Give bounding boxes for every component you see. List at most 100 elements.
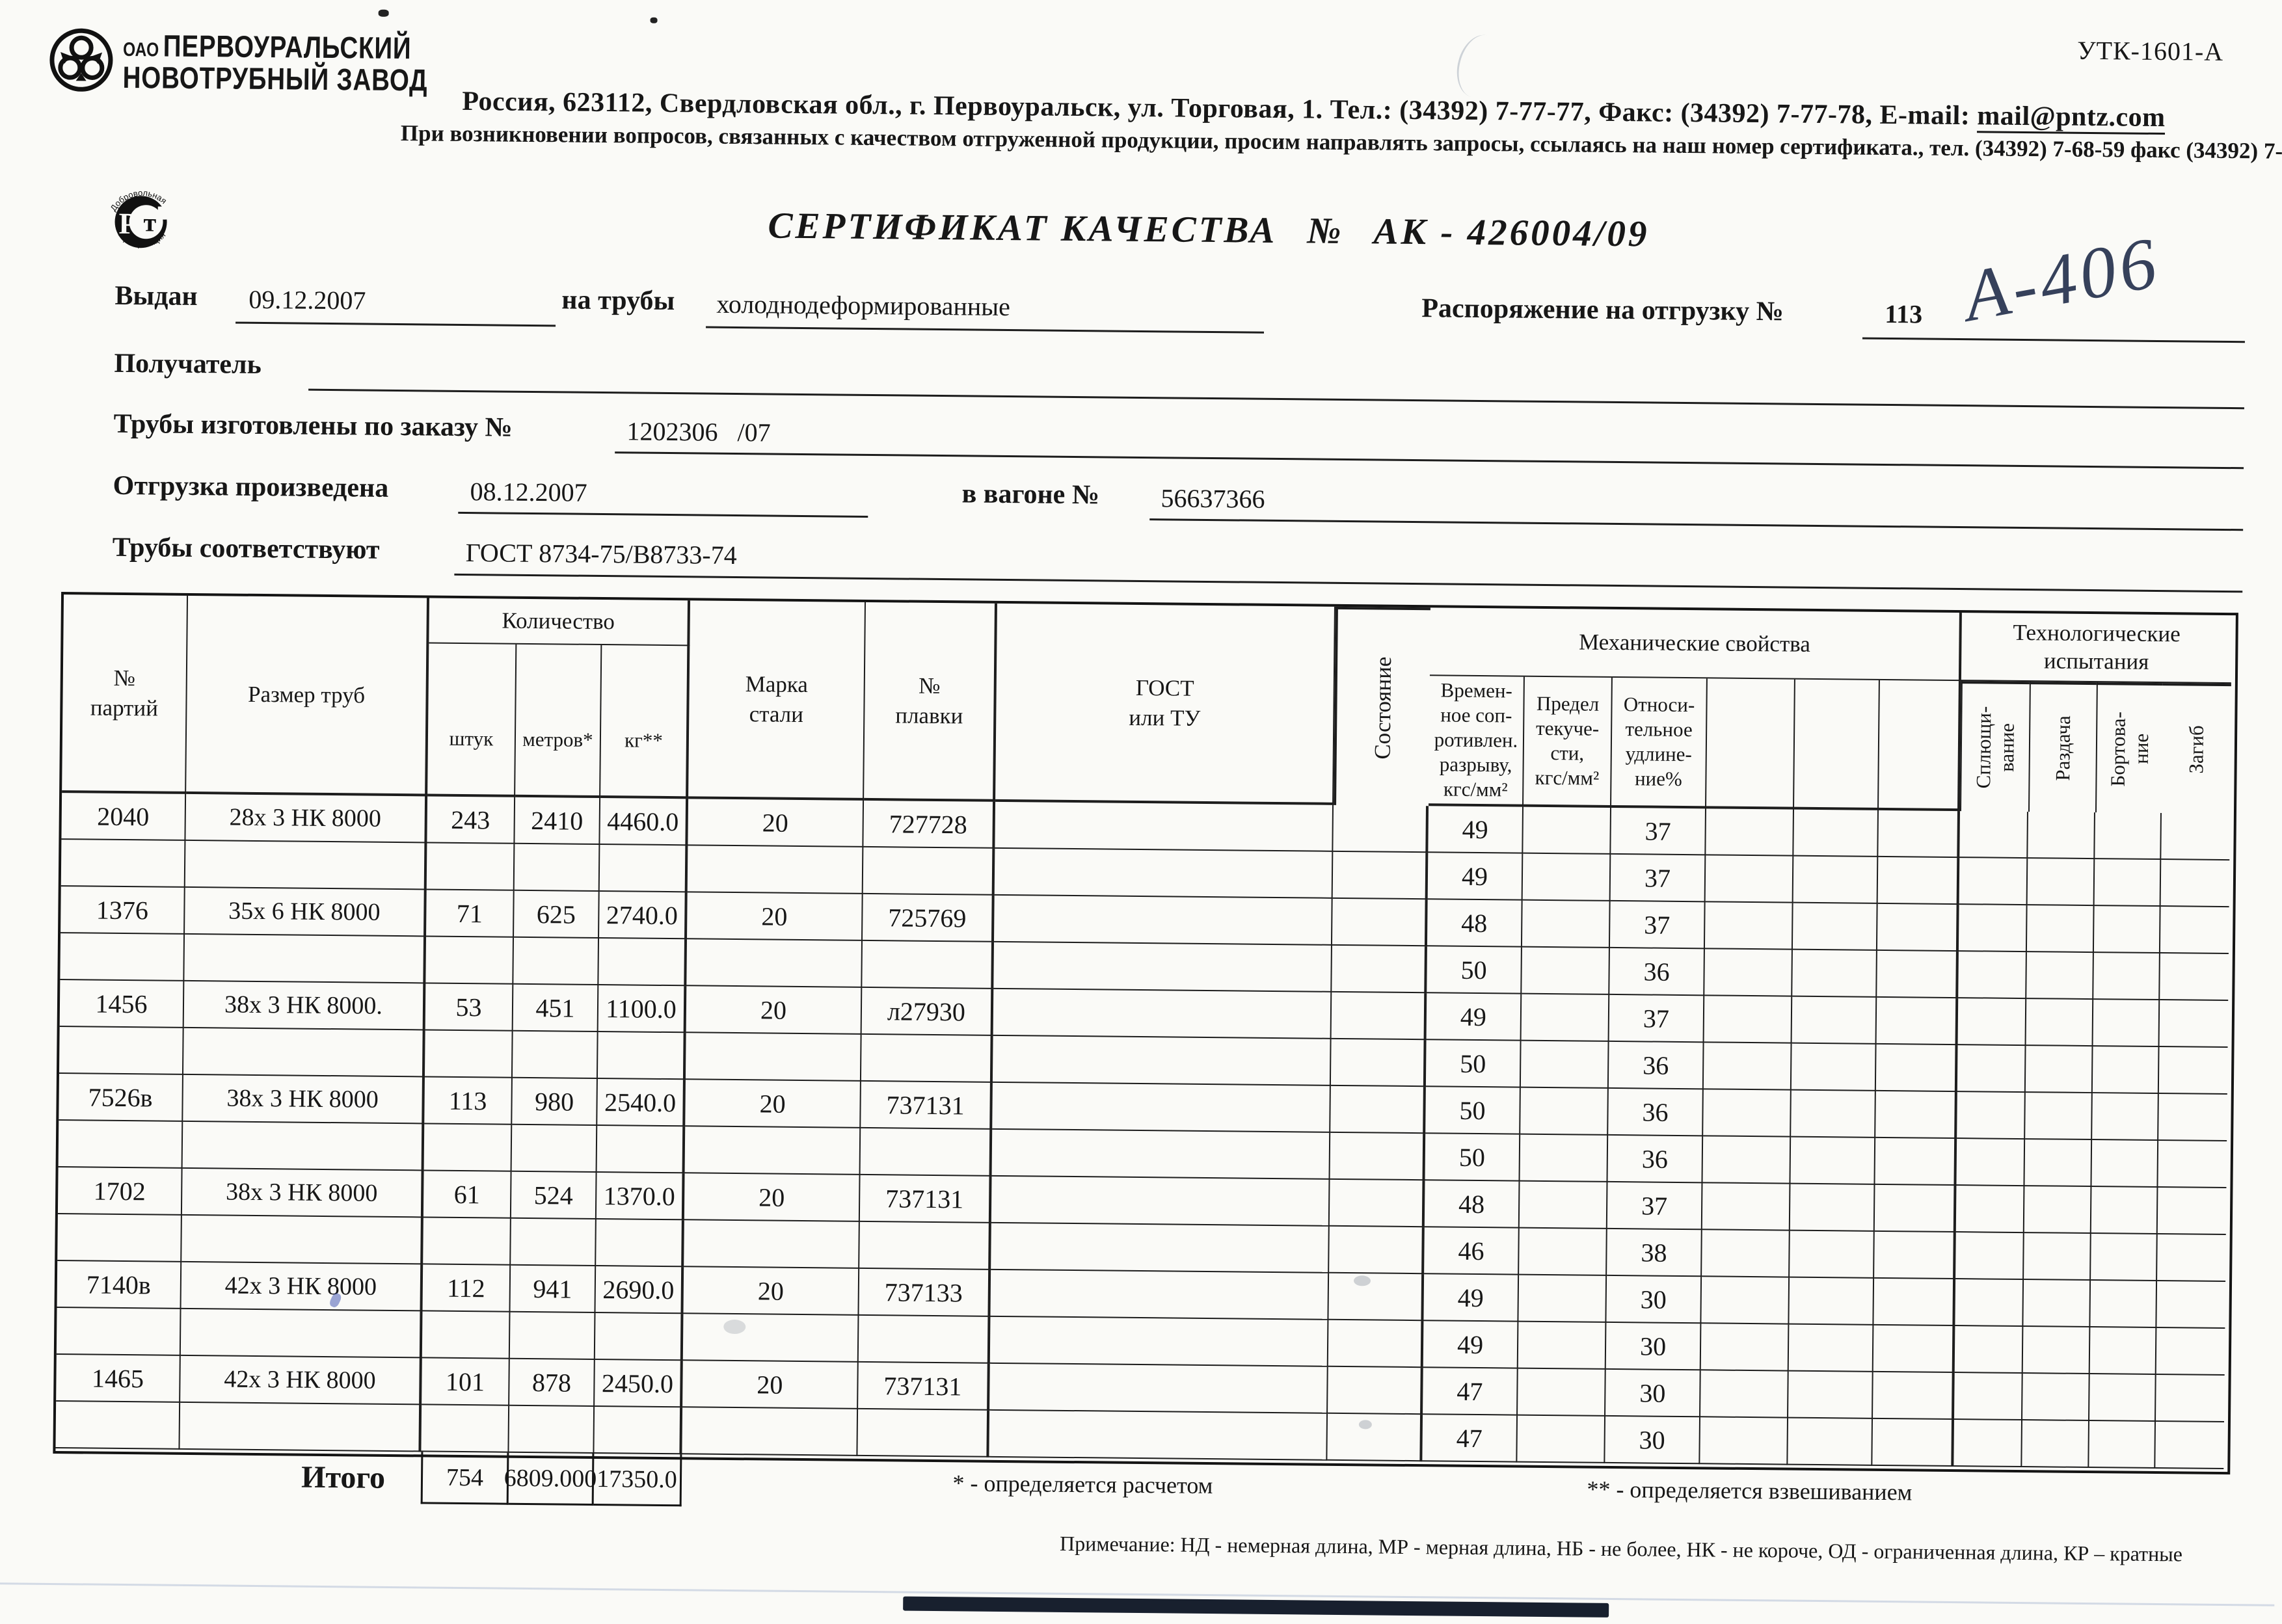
- factory-logo-icon: [49, 28, 113, 92]
- cell-pieces: 53: [425, 983, 514, 1032]
- cell-empty: [597, 1032, 686, 1080]
- cell-empty: [1330, 1132, 1426, 1181]
- col-header-rupture: Времен- ное соп- ротивлен. разрыву, кгс/…: [1429, 676, 1525, 807]
- cell-empty: [423, 1218, 511, 1266]
- cell-empty: [989, 1410, 1328, 1461]
- cell-empty: [60, 840, 186, 888]
- cell-empty: [2093, 906, 2161, 954]
- cell-empty: [1702, 1136, 1792, 1184]
- cell-empty: [1704, 902, 1793, 950]
- cell-empty: [1518, 1275, 1607, 1323]
- cell-empty: [1792, 996, 1877, 1045]
- cell-empty: [2089, 1421, 2156, 1469]
- certificate-table: № партий Размер труб Количество штук мет…: [55, 594, 2232, 1521]
- cell-empty: [1331, 992, 1427, 1041]
- cell-empty: [183, 1028, 425, 1078]
- cell-empty: [1955, 1279, 2024, 1327]
- totals-label: Итого: [301, 1459, 386, 1495]
- cell-empty: [1522, 947, 1610, 995]
- totals-meters: 6809.000: [504, 1452, 597, 1506]
- cell-empty: [861, 1034, 993, 1083]
- cell-empty: [511, 1125, 598, 1173]
- issued-label: Выдан: [114, 280, 198, 312]
- cell-empty: [1328, 1320, 1424, 1368]
- col-header-gost: ГОСТ или ТУ: [995, 603, 1336, 805]
- cell-pieces: 71: [426, 890, 515, 938]
- cell-batch-no: 7526в: [59, 1074, 183, 1122]
- cell-empty: [2026, 905, 2095, 953]
- cell-empty: [991, 1129, 1331, 1180]
- cell-elongation: 37: [1609, 994, 1705, 1043]
- cell-melt-no: 737131: [859, 1175, 992, 1223]
- cell-elongation: 30: [1605, 1416, 1701, 1465]
- cell-empty: [1788, 1371, 1873, 1419]
- cell-empty: [514, 844, 600, 892]
- cell-empty: [596, 1219, 684, 1268]
- cell-empty: [995, 801, 1334, 852]
- cell-empty: [1793, 856, 1879, 904]
- cell-empty: [1957, 1045, 2026, 1093]
- cell-empty: [181, 1215, 423, 1265]
- cell-pieces: 112: [422, 1264, 511, 1312]
- svg-text:Р: Р: [118, 207, 137, 240]
- cell-empty: [992, 1035, 1332, 1086]
- cell-empty: [2027, 859, 2095, 907]
- cell-melt-no: л27930: [861, 987, 994, 1036]
- cell-empty: [180, 1309, 423, 1359]
- cell-elongation: 30: [1605, 1369, 1701, 1418]
- cell-elongation: 37: [1611, 807, 1707, 856]
- cell-empty: [2093, 1000, 2160, 1048]
- cell-batch-no: 2040: [61, 793, 187, 841]
- cell-empty: [1700, 1370, 1789, 1418]
- cell-empty: [1789, 1277, 1875, 1325]
- cell-pieces: 101: [422, 1358, 510, 1406]
- cell-empty: [2022, 1327, 2091, 1375]
- cell-empty: [1329, 1226, 1425, 1275]
- cell-empty: [1328, 1366, 1423, 1415]
- cell-rupture: 49: [1423, 1274, 1520, 1322]
- cell-empty: [862, 940, 994, 989]
- cell-empty: [685, 1033, 862, 1082]
- cell-empty: [2024, 1186, 2092, 1234]
- scan-smudge: [1358, 1420, 1372, 1430]
- cell-empty: [1958, 952, 2027, 1000]
- totals-kg: 17350.0: [593, 1453, 682, 1507]
- cell-batch-no: 1702: [57, 1167, 183, 1216]
- cell-empty: [858, 1315, 991, 1364]
- cell-pieces: 61: [423, 1171, 512, 1219]
- cell-empty: [1877, 903, 1959, 952]
- cell-empty: [1790, 1137, 1876, 1185]
- cell-empty: [1703, 1043, 1792, 1091]
- cell-meters: 524: [511, 1171, 597, 1219]
- cell-melt-no: 737131: [861, 1081, 993, 1130]
- cell-empty: [2156, 1328, 2225, 1376]
- cell-meters: 451: [513, 984, 599, 1033]
- cell-empty: [993, 942, 1332, 992]
- cell-empty: [1705, 855, 1794, 903]
- cell-empty: [684, 1126, 861, 1175]
- cell-empty: [2023, 1280, 2091, 1328]
- cell-empty: [1702, 1230, 1790, 1278]
- cell-rupture: 49: [1428, 806, 1524, 854]
- cell-empty: [682, 1314, 859, 1363]
- shipping-order-value: 113: [1885, 299, 1923, 329]
- cell-empty: [1700, 1324, 1790, 1372]
- cell-pieces: 243: [427, 796, 516, 844]
- footnote-double-star: ** - определяется взвешиванием: [1587, 1476, 1913, 1506]
- cell-empty: [2155, 1375, 2225, 1423]
- cell-empty: [989, 1363, 1328, 1414]
- cell-empty: [426, 843, 515, 891]
- cell-empty: [1957, 998, 2027, 1046]
- cell-batch-no: 1465: [56, 1355, 181, 1403]
- certificate-title: СЕРТИФИКАТ КАЧЕСТВА № АК - 426004/09: [768, 204, 1650, 255]
- cell-kg: 2690.0: [595, 1266, 684, 1314]
- cell-empty: [1332, 945, 1427, 994]
- cell-meters: 980: [512, 1078, 598, 1126]
- cell-meters: 2410: [515, 797, 601, 845]
- underline: [706, 326, 1265, 334]
- cell-empty: [992, 1082, 1331, 1133]
- cell-empty: [859, 1221, 991, 1270]
- title-number: АК - 426004/09: [1373, 211, 1650, 255]
- cell-empty: [1954, 1326, 2024, 1374]
- cell-empty: [2090, 1281, 2158, 1329]
